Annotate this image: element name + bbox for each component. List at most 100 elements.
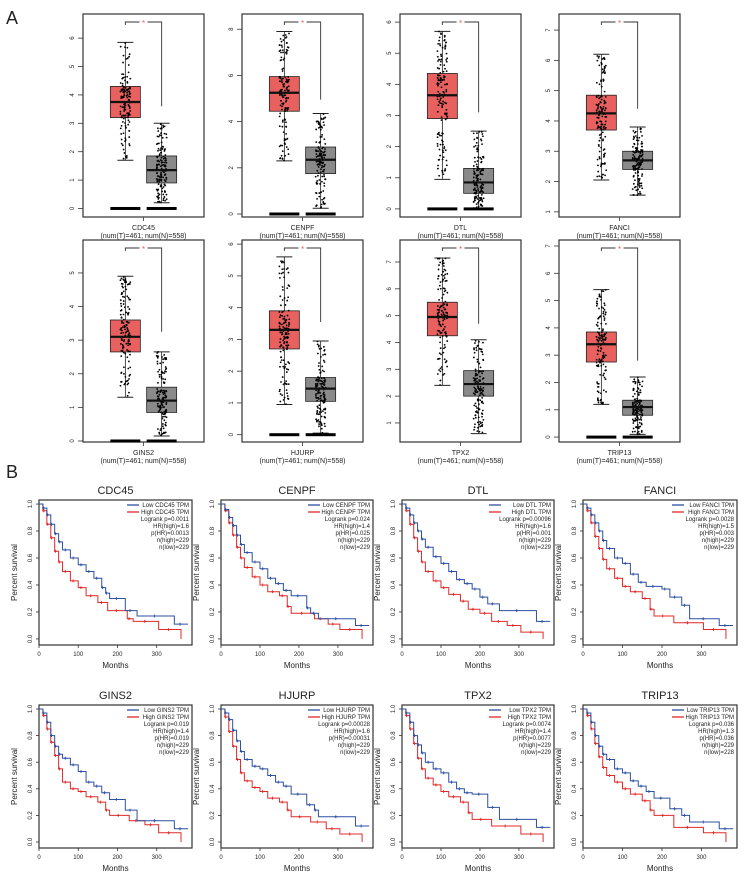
data-point: [288, 321, 290, 324]
data-point: [285, 324, 288, 327]
data-point: [601, 162, 604, 165]
data-point: [596, 390, 599, 393]
y-tick-label: 5: [387, 51, 393, 55]
data-point: [162, 393, 165, 395]
data-point: [157, 196, 159, 199]
data-point: [278, 325, 281, 328]
censor-mark: [661, 813, 665, 817]
normal-box: [622, 376, 654, 439]
y-tick-label: 7: [546, 244, 552, 248]
data-point: [600, 339, 603, 342]
censor-mark: [615, 576, 619, 580]
data-point: [436, 142, 439, 145]
y-tick-label: 4: [229, 119, 235, 123]
data-point: [124, 139, 127, 141]
data-point: [637, 181, 640, 183]
data-point: [638, 136, 641, 139]
data-point: [121, 285, 124, 288]
data-point: [126, 91, 129, 94]
data-point: [120, 316, 123, 319]
censor-mark: [71, 579, 75, 583]
data-point: [639, 399, 641, 402]
data-point: [165, 193, 168, 196]
data-point: [320, 117, 323, 120]
data-point: [315, 183, 318, 185]
data-point: [634, 430, 636, 433]
data-point: [439, 347, 442, 350]
normal-box: [305, 113, 337, 216]
censor-mark: [306, 606, 310, 610]
data-point: [599, 106, 602, 109]
data-point: [119, 342, 122, 345]
data-point: [324, 416, 326, 419]
data-point: [156, 175, 159, 177]
data-point: [126, 383, 129, 386]
data-point: [631, 188, 634, 191]
data-point: [319, 164, 321, 166]
data-point: [437, 275, 440, 278]
data-point: [121, 329, 123, 332]
censor-mark: [313, 808, 317, 812]
data-point: [320, 125, 323, 128]
data-point: [438, 264, 440, 266]
data-point: [477, 148, 479, 151]
data-point: [155, 354, 158, 357]
data-point: [473, 170, 475, 173]
data-point: [278, 390, 281, 393]
data-point: [636, 376, 639, 379]
censor-mark: [87, 569, 91, 573]
censor-mark: [434, 579, 438, 583]
censor-mark: [224, 711, 228, 715]
data-point: [281, 119, 284, 122]
data-point: [439, 63, 442, 66]
statistic-label: n(low)=228: [704, 750, 735, 756]
censor-mark: [405, 509, 409, 513]
data-point: [323, 184, 326, 187]
censor-mark: [95, 576, 99, 580]
data-point: [124, 375, 127, 378]
data-point: [285, 132, 287, 135]
data-point: [122, 303, 125, 305]
data-point: [286, 88, 288, 91]
data-point: [599, 360, 602, 363]
data-point: [601, 58, 604, 60]
censor-mark: [42, 509, 46, 513]
data-point: [475, 203, 478, 206]
data-point: [639, 127, 642, 130]
legend-entry: Low CDC45 TPM: [142, 503, 189, 509]
data-point: [323, 174, 325, 176]
data-point: [482, 389, 484, 392]
data-point: [121, 82, 124, 85]
data-point: [596, 397, 599, 400]
data-point: [316, 399, 318, 402]
data-point: [285, 121, 287, 124]
censor-mark: [412, 742, 416, 746]
data-point: [596, 158, 599, 161]
data-point: [282, 96, 284, 99]
data-point: [444, 346, 447, 349]
data-point: [157, 428, 159, 430]
data-point: [288, 285, 291, 287]
data-point: [286, 42, 288, 44]
data-point: [444, 47, 447, 50]
data-point: [476, 147, 479, 149]
data-point: [604, 336, 607, 339]
data-point: [444, 168, 447, 170]
data-point: [602, 402, 604, 404]
data-point: [445, 102, 448, 105]
data-point: [438, 43, 441, 45]
statistic-label: Logrank p=0.00028: [318, 722, 371, 728]
data-point: [600, 306, 603, 309]
x-tick-label: 300: [696, 652, 707, 658]
data-point: [602, 328, 604, 331]
data-point: [286, 341, 288, 344]
data-point: [443, 39, 446, 42]
data-point: [442, 306, 445, 309]
data-point: [128, 93, 131, 96]
data-point: [286, 397, 289, 400]
censor-mark: [253, 575, 257, 579]
data-point: [603, 67, 606, 70]
data-point: [631, 401, 634, 404]
data-point: [446, 57, 449, 60]
censor-mark: [649, 607, 653, 611]
